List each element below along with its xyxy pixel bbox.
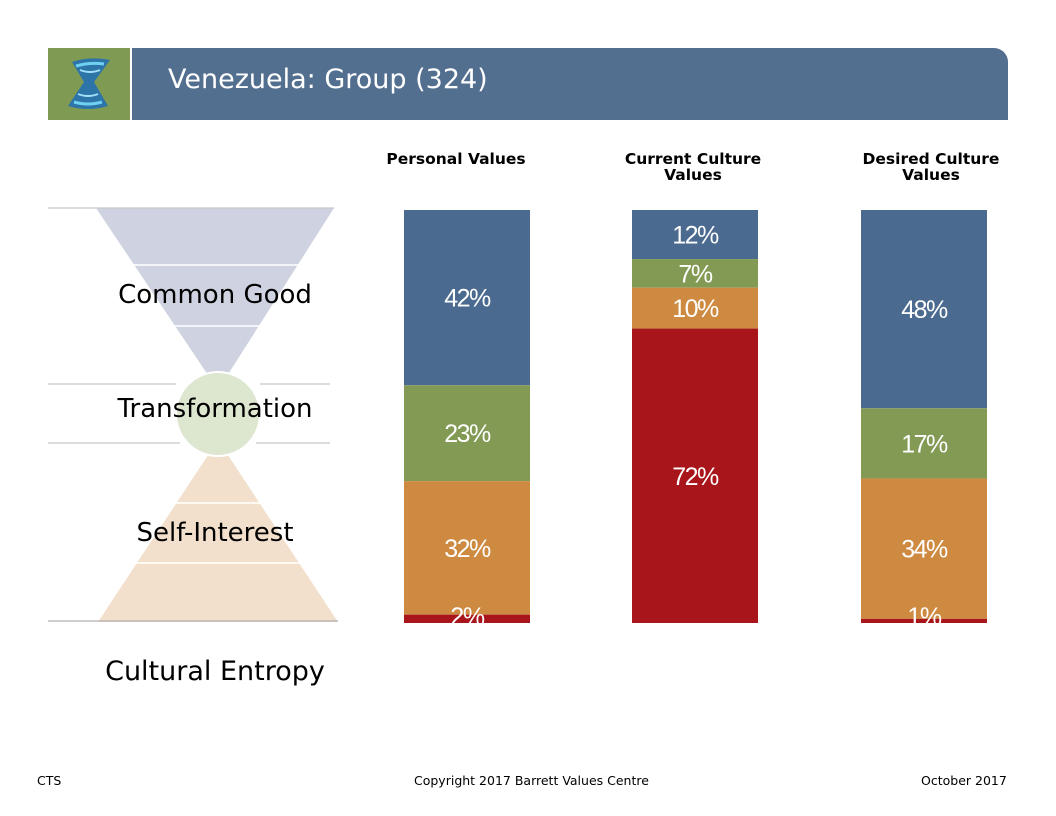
column-title-line: Personal Values	[386, 150, 526, 168]
hourglass-logo-icon	[68, 58, 110, 109]
bar-segment	[404, 385, 530, 482]
bar-segment	[404, 481, 530, 615]
bar-value-label: 72%	[672, 463, 719, 491]
bar-segment	[404, 210, 530, 386]
hourglass-diagram	[48, 207, 338, 622]
bar-value-label: 12%	[672, 222, 719, 250]
header-bar: Venezuela: Group (324)	[132, 48, 1008, 120]
stacked-bars: 42% 23% 32% 2% 12% 7% 10% 72% 48% 17% 34% 1%	[404, 210, 987, 631]
column-title-line: Values	[664, 166, 722, 184]
column-title-line: Current Culture	[624, 150, 762, 168]
level-label-common-good: Common Good	[118, 280, 312, 310]
bar-segment	[861, 408, 987, 479]
bar-value-label: 42%	[444, 285, 491, 313]
bar-value-label: 2%	[450, 603, 484, 631]
level-label-transformation: Transformation	[117, 394, 313, 424]
bar-segment	[632, 328, 758, 623]
column-title-desired: Desired Culture Values	[846, 151, 1016, 183]
logo	[48, 48, 130, 120]
bar-value-label: 10%	[672, 295, 719, 323]
bar-value-label: 23%	[444, 420, 491, 448]
column-title-current: Current Culture Values	[608, 151, 778, 183]
bar-segment	[632, 210, 758, 260]
column-title-line: Desired Culture	[862, 150, 1000, 168]
bar-segment	[632, 259, 758, 288]
footer-copyright: Copyright 2017 Barrett Values Centre	[414, 773, 649, 788]
bar-segment	[861, 478, 987, 619]
bar-segment	[861, 618, 987, 623]
bar-value-label: 32%	[444, 535, 491, 563]
bar-segment	[404, 614, 530, 623]
bar-value-label: 1%	[907, 603, 941, 631]
bar-value-label: 17%	[901, 430, 948, 458]
page-title: Venezuela: Group (324)	[168, 64, 488, 95]
transformation-circle	[175, 371, 261, 457]
column-title-personal: Personal Values	[371, 151, 541, 167]
column-title-line: Values	[902, 166, 960, 184]
common-good-funnel	[96, 208, 334, 390]
footer-left: CTS	[37, 773, 62, 788]
bar-value-label: 7%	[678, 260, 712, 288]
level-label-self-interest: Self-Interest	[136, 518, 294, 548]
footer-date: October 2017	[921, 773, 1007, 788]
self-interest-funnel	[98, 440, 338, 622]
bar-value-label: 34%	[901, 536, 948, 564]
bar-segment	[861, 210, 987, 409]
bar-value-label: 48%	[901, 296, 948, 324]
bar-segment	[632, 287, 758, 329]
level-label-cultural-entropy: Cultural Entropy	[105, 656, 325, 687]
